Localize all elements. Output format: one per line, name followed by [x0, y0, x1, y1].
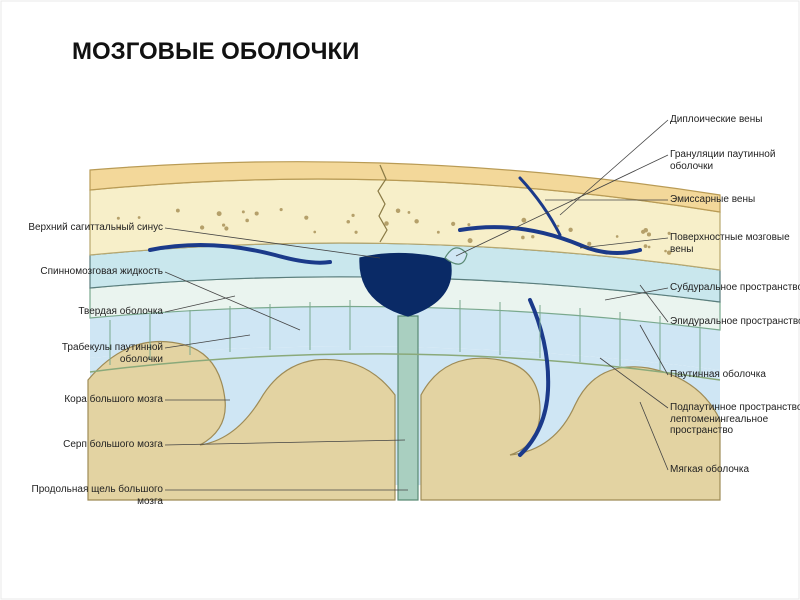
diploe-dot — [641, 230, 645, 234]
diploe-dot — [521, 236, 525, 240]
anatomy-label: Подпаутинное пространство; лептоменингеа… — [670, 402, 800, 437]
diploe-dot — [437, 231, 440, 234]
anatomy-label: Серп большого мозга — [8, 439, 163, 451]
diploe-dot — [648, 246, 651, 249]
diploe-dot — [587, 242, 591, 246]
diploe-dot — [616, 235, 619, 238]
anatomy-label: Трабекулы паутинной оболочки — [8, 342, 163, 365]
diploe-dot — [531, 235, 534, 238]
diploe-dot — [354, 231, 357, 234]
diploe-dot — [313, 231, 316, 234]
diploe-dot — [521, 218, 526, 223]
diploe-dot — [351, 214, 354, 217]
diploe-dot — [408, 211, 411, 214]
diploe-dot — [396, 209, 401, 214]
anatomy-label: Диплоические вены — [670, 114, 762, 126]
diploe-dot — [176, 209, 180, 213]
diploe-dot — [568, 228, 572, 232]
diploe-dot — [644, 244, 648, 248]
diploe-dot — [414, 219, 418, 223]
diploe-dot — [346, 220, 350, 224]
diploe-dot — [222, 224, 225, 227]
diploe-dot — [255, 212, 259, 216]
anatomy-label: Эмиссарные вены — [670, 194, 755, 206]
diploe-dot — [647, 232, 651, 236]
diploe-dot — [138, 216, 141, 219]
anatomy-label: Мягкая оболочка — [670, 464, 749, 476]
anatomy-label: Грануляции паутинной оболочки — [670, 149, 775, 172]
anatomy-label: Субдуральное пространство — [670, 282, 800, 294]
anatomy-label: Паутинная оболочка — [670, 369, 766, 381]
diploe-dot — [451, 222, 455, 226]
diploe-dot — [200, 225, 204, 229]
diploe-dot — [468, 238, 473, 243]
diploe-dot — [242, 210, 245, 213]
anatomy-label: Спинномозговая жидкость — [8, 266, 163, 278]
anatomy-label: Поверхностные мозговые вены — [670, 232, 790, 255]
anatomy-label: Кора большого мозга — [8, 394, 163, 406]
diploe-dot — [467, 223, 470, 226]
diploe-dot — [557, 225, 560, 228]
layer-falx — [398, 316, 418, 500]
diploe-dot — [280, 208, 283, 211]
diploe-dot — [117, 217, 120, 220]
anatomy-label: Эпидуральное пространство — [670, 316, 800, 328]
diploe-dot — [664, 250, 667, 253]
diagram-svg — [0, 0, 800, 600]
anatomy-label: Твердая оболочка — [8, 306, 163, 318]
diploe-dot — [224, 226, 228, 230]
diploe-dot — [245, 219, 249, 223]
anatomy-label: Верхний сагиттальный синус — [8, 222, 163, 234]
diploe-dot — [304, 216, 308, 220]
anatomy-label: Продольная щель большого мозга — [8, 484, 163, 507]
diploe-dot — [217, 211, 222, 216]
diploe-dot — [384, 221, 389, 226]
